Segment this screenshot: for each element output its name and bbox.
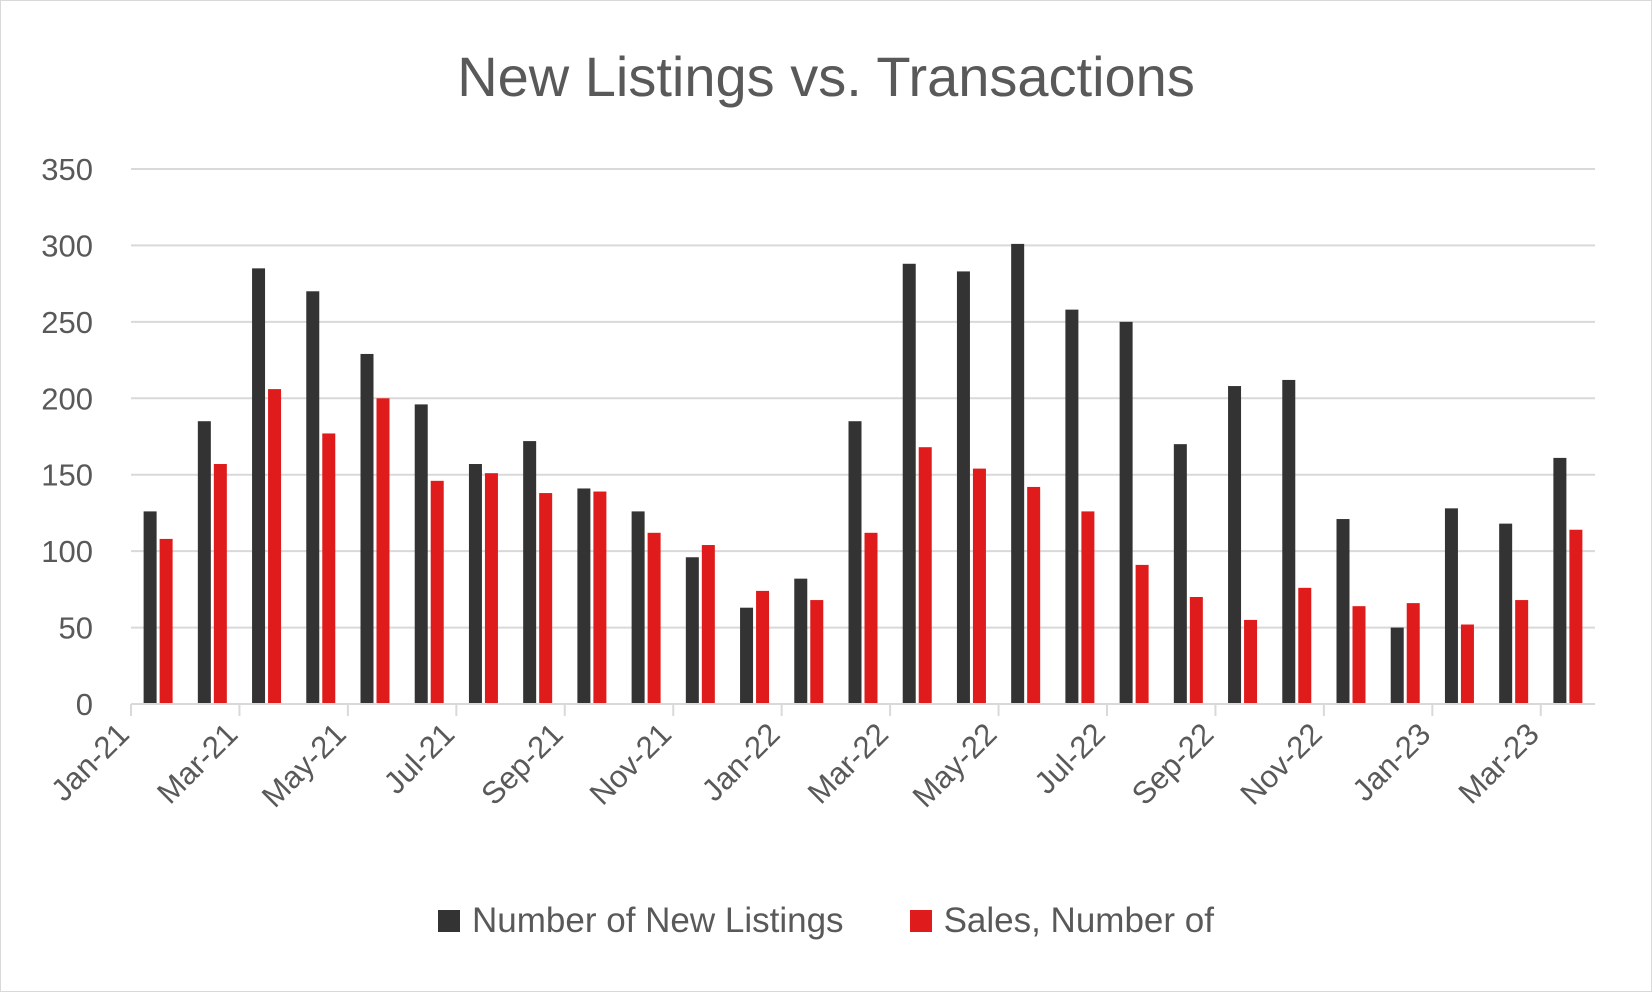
x-tick-label: Jan-21 — [44, 716, 136, 808]
bar-sales — [159, 538, 173, 704]
bar-new-listings — [1499, 523, 1513, 704]
bar-sales — [1027, 486, 1041, 704]
bar-new-listings — [360, 353, 374, 704]
y-tick-label: 0 — [76, 687, 93, 722]
bar-new-listings — [1228, 386, 1242, 704]
bar-new-listings — [794, 578, 808, 704]
bar-sales — [1135, 564, 1149, 704]
y-tick-label: 350 — [41, 152, 93, 187]
bar-sales — [484, 473, 498, 704]
bar-new-listings — [577, 488, 591, 704]
x-tick-label: May-22 — [906, 716, 1004, 814]
legend-label-listings: Number of New Listings — [472, 901, 844, 940]
x-tick-label: May-21 — [255, 716, 353, 814]
bar-new-listings — [1390, 627, 1404, 704]
x-tick-label: Mar-23 — [1452, 716, 1546, 810]
bar-sales — [1189, 597, 1203, 704]
bar-new-listings — [468, 464, 482, 704]
bar-sales — [972, 468, 986, 704]
bar-sales — [1081, 511, 1095, 704]
bar-new-listings — [1173, 444, 1187, 704]
bar-sales — [756, 590, 770, 704]
bar-sales — [1569, 529, 1583, 704]
legend-swatch-listings — [438, 910, 461, 932]
x-tick-label: Jul-22 — [1027, 716, 1111, 800]
x-tick-label: Sep-22 — [1125, 716, 1220, 811]
bar-new-listings — [1065, 309, 1079, 704]
x-tick-label: Mar-22 — [801, 716, 895, 810]
legend-swatch-sales — [909, 910, 932, 932]
bar-new-listings — [1282, 379, 1296, 704]
bar-new-listings — [1553, 457, 1567, 704]
bar-sales — [647, 532, 661, 704]
bar-new-listings — [956, 271, 970, 704]
y-tick-label: 50 — [59, 611, 93, 646]
x-tick-label: Sep-21 — [474, 716, 569, 811]
bar-sales — [1352, 606, 1366, 704]
bar-new-listings — [848, 421, 862, 704]
bar-sales — [539, 493, 553, 704]
bar-sales — [701, 545, 715, 704]
bar-new-listings — [306, 291, 320, 704]
bar-new-listings — [414, 404, 428, 704]
bar-sales — [918, 447, 932, 704]
bar-new-listings — [902, 263, 916, 704]
bar-sales — [268, 389, 282, 704]
bar-sales — [1515, 600, 1529, 704]
x-tick-label: Jul-21 — [377, 716, 461, 800]
x-tick-label: Nov-21 — [583, 716, 678, 811]
x-tick-label: Jan-22 — [695, 716, 787, 808]
y-tick-label: 100 — [41, 534, 93, 569]
bar-new-listings — [1011, 243, 1025, 704]
bar-sales — [430, 480, 444, 704]
bar-sales — [1298, 587, 1312, 704]
x-tick-label: Nov-22 — [1233, 716, 1328, 811]
bar-new-listings — [143, 511, 157, 704]
y-tick-label: 250 — [41, 305, 93, 340]
y-tick-label: 200 — [41, 381, 93, 416]
bar-sales — [213, 464, 227, 704]
bar-new-listings — [1336, 519, 1350, 704]
bar-new-listings — [740, 607, 754, 704]
chart-legend: Number of New Listings Sales, Number of — [1, 901, 1651, 941]
x-tick-label: Jan-23 — [1346, 716, 1438, 808]
bar-new-listings — [1444, 508, 1458, 704]
bar-new-listings — [523, 441, 537, 704]
bar-sales — [376, 398, 390, 704]
legend-item-sales: Sales, Number of — [909, 901, 1214, 941]
legend-item-listings: Number of New Listings — [438, 901, 844, 941]
bar-sales — [810, 600, 824, 704]
bar-sales — [322, 433, 336, 704]
bar-new-listings — [631, 511, 645, 704]
bar-new-listings — [197, 421, 211, 704]
bar-new-listings — [252, 268, 266, 704]
legend-label-sales: Sales, Number of — [943, 901, 1214, 940]
bar-new-listings — [1119, 321, 1133, 704]
bar-sales — [593, 491, 607, 704]
bar-new-listings — [685, 557, 699, 704]
bar-sales — [1406, 603, 1420, 704]
chart-title: New Listings vs. Transactions — [457, 45, 1195, 108]
bar-sales — [1244, 619, 1258, 704]
y-tick-label: 150 — [41, 458, 93, 493]
bar-sales — [864, 532, 878, 704]
x-tick-label: Mar-21 — [150, 716, 244, 810]
y-tick-label: 300 — [41, 228, 93, 263]
bar-sales — [1460, 624, 1474, 704]
